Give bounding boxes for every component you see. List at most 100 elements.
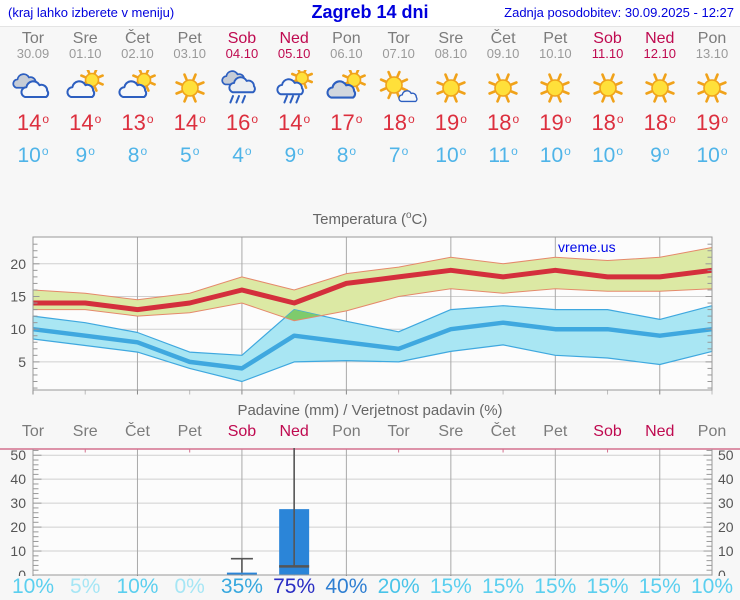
precip-probability: 75% (273, 575, 316, 598)
forecast-day: Sob 04.10 16o 4o (215, 30, 269, 171)
precip-probability: 0% (174, 575, 205, 598)
last-update-text: Zadnja posodobitev: 30.09.2025 - 12:27 (504, 5, 734, 20)
precip-probability: 10% (690, 575, 734, 598)
forecast-day: Sre 08.10 19o 10o (424, 30, 478, 171)
day-name: Pon (332, 30, 361, 47)
precip-day-label: Tor (387, 423, 410, 440)
day-date: 05.10 (277, 46, 311, 61)
svg-text:10: 10 (718, 543, 734, 559)
min-temp-line (32, 320, 713, 371)
precip-day-label: Pon (697, 423, 727, 440)
day-name: Čet (490, 30, 516, 47)
day-date: 01.10 (68, 46, 102, 61)
svg-text:10: 10 (10, 543, 26, 559)
low-temp: 5o (180, 144, 200, 167)
high-temp: 18o (643, 110, 676, 135)
cloud-sun-icon (319, 68, 373, 107)
svg-text:5: 5 (18, 354, 26, 370)
day-date: 08.10 (434, 46, 468, 61)
high-temp: 16o (225, 110, 258, 135)
precip-day-label: Tor (21, 423, 45, 440)
forecast-day: Pon 06.10 17o 8o (319, 30, 373, 171)
sun-rain-icon (267, 66, 321, 107)
precip-probability: 35% (220, 575, 263, 598)
day-date: 03.10 (173, 46, 206, 61)
high-temp: 14o (278, 110, 311, 135)
day-name: Pon (697, 30, 727, 47)
day-name: Ned (645, 30, 675, 47)
max-temp-line (33, 267, 713, 313)
precipitation-chart: 0 0 10 10 20 20 30 30 40 40 50 50 (0, 447, 740, 576)
header-bar: (kraj lahko izberete v meniju) Zagreb 14… (0, 0, 740, 27)
svg-text:50: 50 (10, 447, 26, 463)
svg-text:20: 20 (10, 256, 26, 272)
forecast-day: Sob 11.10 18o 10o (581, 30, 635, 171)
forecast-day: Tor 30.09 14o 10o (6, 30, 60, 171)
day-name: Tor (387, 30, 410, 47)
svg-text:15: 15 (10, 289, 26, 305)
svg-text:30: 30 (718, 495, 734, 511)
low-temp: 10o (539, 144, 571, 167)
high-temp: 19o (539, 110, 572, 135)
high-temp: 17o (330, 110, 363, 135)
day-date: 11.10 (591, 46, 624, 61)
low-temp: 10o (696, 144, 728, 167)
day-name: Sob (593, 30, 622, 47)
sunny-icon (633, 70, 687, 107)
precip-probability: 5% (70, 575, 101, 598)
day-date: 07.10 (382, 46, 415, 61)
forecast-day: Sre 01.10 14o 9o (58, 30, 112, 171)
sun-cloud-icon (58, 68, 112, 107)
precip-day-label: Pet (177, 423, 202, 440)
precip-day-label: Pet (543, 423, 568, 440)
precip-probability: 15% (429, 575, 472, 598)
precip-probability: 10% (11, 575, 55, 598)
day-name: Tor (21, 30, 45, 47)
high-temp: 18o (486, 110, 520, 135)
day-name: Pet (177, 30, 202, 47)
svg-text:10: 10 (10, 321, 26, 337)
precip-day-label: Sre (72, 423, 98, 440)
page-title: Zagreb 14 dni (311, 2, 429, 22)
svg-text:20: 20 (718, 519, 734, 535)
day-date: 10.10 (539, 46, 572, 61)
forecast-day: Čet 09.10 18o 11o (476, 30, 530, 171)
sunny-icon (424, 70, 478, 107)
sun-small-cloud-icon (372, 70, 426, 107)
precip-day-label: Pon (332, 423, 361, 440)
forecast-day: Pet 03.10 14o 5o (163, 30, 217, 171)
day-date: 04.10 (225, 46, 259, 61)
low-temp: 8o (127, 144, 148, 167)
low-temp: 10o (592, 144, 624, 167)
day-name: Pet (543, 30, 568, 47)
sunny-icon (476, 70, 530, 107)
svg-text:40: 40 (10, 471, 26, 487)
low-temp: 9o (284, 144, 304, 167)
day-date: 06.10 (330, 46, 363, 61)
high-temp: 19o (695, 110, 729, 135)
precip-bar (226, 572, 257, 575)
low-temp: 10o (435, 144, 467, 167)
low-temp: 9o (650, 144, 670, 167)
high-temp: 14o (69, 110, 102, 135)
high-temp: 14o (173, 110, 206, 135)
day-name: Sre (438, 30, 464, 47)
sunny-icon (685, 70, 739, 107)
forecast-day: Čet 02.10 13o 8o (110, 30, 164, 171)
svg-text:20: 20 (10, 519, 26, 535)
high-temp: 18o (591, 110, 624, 135)
day-date: 09.10 (486, 46, 520, 61)
svg-text:0: 0 (718, 567, 726, 576)
precip-probability: 40% (325, 575, 368, 598)
precip-probability: 15% (586, 575, 629, 598)
low-temp: 7o (388, 144, 409, 167)
low-temp: 9o (75, 144, 95, 167)
day-date: 13.10 (695, 46, 729, 61)
precip-probability: 20% (377, 575, 420, 598)
day-name: Sob (227, 30, 257, 47)
rain-icon (215, 70, 269, 107)
high-temp: 18o (382, 110, 415, 135)
precip-probability: 15% (534, 575, 577, 598)
day-name: Sre (72, 30, 98, 47)
